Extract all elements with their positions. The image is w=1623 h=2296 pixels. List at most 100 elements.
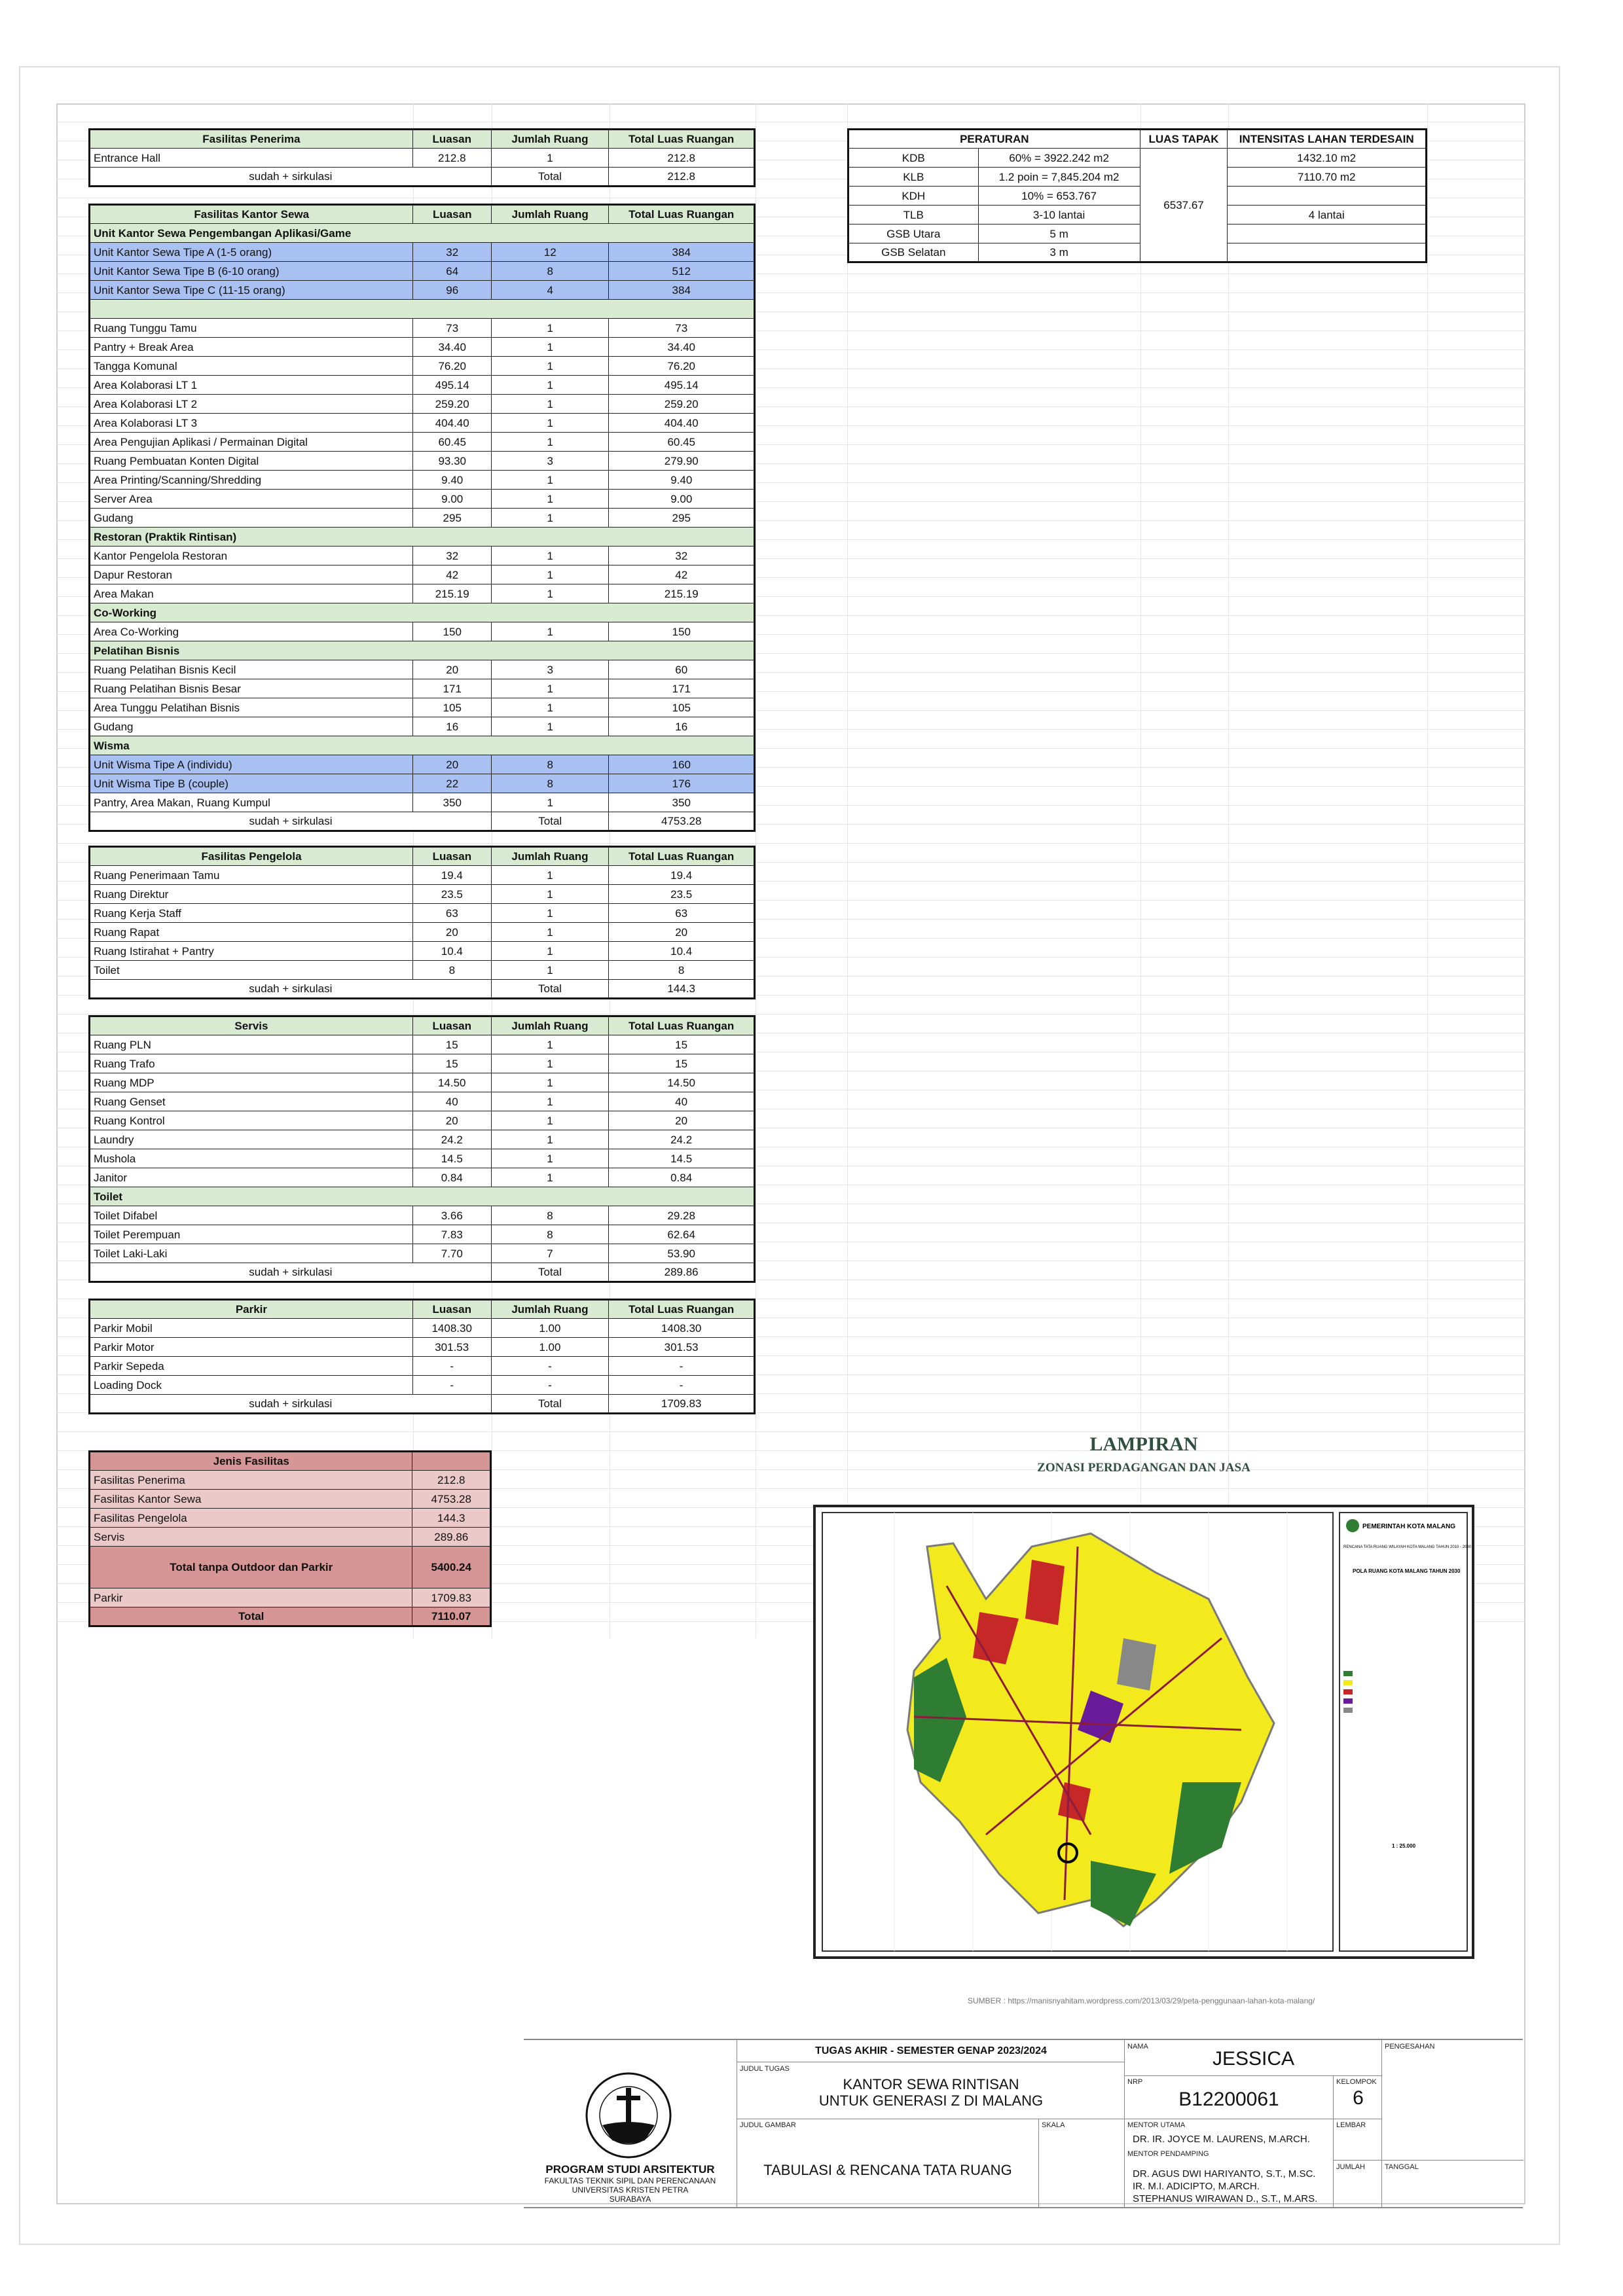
table-row: Ruang PLN15115 (90, 1035, 755, 1054)
room-name: Entrance Hall (90, 149, 413, 168)
regulation-header: PERATURANLUAS TAPAKINTENSITAS LAHAN TERD… (848, 130, 1427, 149)
value-cell: 23.5 (609, 885, 755, 904)
value-cell: 1 (491, 923, 609, 942)
room-name: Area Kolaborasi LT 3 (90, 414, 413, 433)
regulation-name: GSB Selatan (848, 243, 979, 262)
table-row: Loading Dock--- (90, 1376, 755, 1395)
value-cell: 73 (413, 319, 492, 338)
lembar-label: LEMBAR (1336, 2121, 1366, 2129)
value-cell: 8 (491, 1206, 609, 1225)
value-cell: 512 (609, 262, 755, 281)
value-cell: 295 (413, 509, 492, 528)
table-row: Ruang Pelatihan Bisnis Besar1711171 (90, 679, 755, 698)
room-name: Ruang Tunggu Tamu (90, 319, 413, 338)
value-cell: 3.66 (412, 1206, 491, 1225)
regulation-value: 60% = 3922.242 m2 (978, 149, 1140, 168)
value-cell: 24.2 (609, 1130, 755, 1149)
value-cell: 1.00 (491, 1319, 609, 1338)
section-label: Restoran (Praktik Rintisan) (90, 528, 755, 547)
map-org: PEMERINTAH KOTA MALANG (1362, 1523, 1455, 1530)
zoning-map: PEMERINTAH KOTA MALANG RENCANA TATA RUAN… (813, 1505, 1474, 1959)
section-row: Unit Kantor Sewa Pengembangan Aplikasi/G… (90, 224, 755, 243)
total-row: sudah + sirkulasiTotal212.8 (90, 168, 755, 187)
facility-type: Total tanpa Outdoor dan Parkir (90, 1547, 412, 1588)
value-cell: 63 (413, 904, 492, 923)
total-row: sudah + sirkulasiTotal144.3 (90, 980, 755, 999)
room-name: Area Kolaborasi LT 2 (90, 395, 413, 414)
value-cell: - (412, 1357, 491, 1376)
value-cell: 15 (609, 1035, 755, 1054)
column-header: Total Luas Ruangan (609, 205, 755, 224)
facility-type: Jenis Fasilitas (90, 1452, 412, 1471)
value-cell: 105 (609, 698, 755, 717)
room-name: Ruang Direktur (90, 885, 413, 904)
university-logo (583, 2070, 674, 2161)
column-header: Luasan (412, 130, 491, 149)
value-cell: 42 (609, 565, 755, 584)
judul-tugas-label: JUDUL TUGAS (740, 2065, 790, 2073)
value-cell: 76.20 (413, 357, 492, 376)
column-header: Fasilitas Penerima (90, 130, 413, 149)
value-cell: 20 (412, 1111, 491, 1130)
table-row: Mushola14.5114.5 (90, 1149, 755, 1168)
facility-area: 4753.28 (412, 1490, 491, 1509)
summary-row: Fasilitas Kantor Sewa4753.28 (90, 1490, 491, 1509)
table-row: Ruang Rapat20120 (90, 923, 755, 942)
designed-intensity (1228, 224, 1427, 243)
value-cell: 29.28 (609, 1206, 755, 1225)
project-cell: TUGAS AKHIR - SEMESTER GENAP 2023/2024 J… (737, 2040, 1124, 2207)
grid-col (847, 103, 848, 1638)
room-name: Unit Kantor Sewa Tipe C (11-15 orang) (90, 281, 413, 300)
room-name: Toilet Perempuan (90, 1225, 413, 1244)
table-header-row: Fasilitas PenerimaLuasanJumlah RuangTota… (90, 130, 755, 149)
regulation-name: KLB (848, 168, 979, 187)
table-row: Ruang Trafo15115 (90, 1054, 755, 1073)
student-cell: NAMA JESSICA NRP B12200061 KELOMPOK 6 ME… (1124, 2040, 1381, 2207)
group-number: 6 (1334, 2087, 1383, 2109)
designed-intensity: 7110.70 m2 (1228, 168, 1427, 187)
table-header-row: ParkirLuasanJumlah RuangTotal Luas Ruang… (90, 1300, 755, 1319)
value-cell: 14.50 (412, 1073, 491, 1092)
value-cell: 8 (491, 262, 608, 281)
grid-col (1140, 103, 1141, 1638)
room-name: Area Tunggu Pelatihan Bisnis (90, 698, 413, 717)
kantor-table: Fasilitas Kantor SewaLuasanJumlah RuangT… (88, 204, 756, 832)
section-row: Pelatihan Bisnis (90, 641, 755, 660)
city-name: SURABAYA (524, 2195, 737, 2204)
value-cell: 20 (413, 755, 492, 774)
value-cell: 63 (609, 904, 755, 923)
room-name: Parkir Mobil (90, 1319, 413, 1338)
value-cell: 1 (491, 395, 608, 414)
total-label: Total (491, 168, 609, 187)
facility-area: 7110.07 (412, 1607, 491, 1626)
value-cell: 160 (609, 755, 755, 774)
room-name: Ruang PLN (90, 1035, 413, 1054)
value-cell: 19.4 (413, 866, 492, 885)
value-cell: 15 (609, 1054, 755, 1073)
summary-row: Fasilitas Pengelola144.3 (90, 1509, 491, 1528)
value-cell: 14.50 (609, 1073, 755, 1092)
column-header: Total Luas Ruangan (609, 130, 755, 149)
column-header: Total Luas Ruangan (609, 1300, 755, 1319)
value-cell: 20 (413, 660, 492, 679)
summary-row: Fasilitas Penerima212.8 (90, 1471, 491, 1490)
value-cell: 9.40 (413, 471, 492, 490)
value-cell: 1 (491, 1130, 609, 1149)
parkir-table: ParkirLuasanJumlah RuangTotal Luas Ruang… (88, 1299, 756, 1414)
value-cell: 495.14 (609, 376, 755, 395)
value-cell: 1 (491, 565, 608, 584)
regulation-value: 10% = 653.767 (978, 187, 1140, 206)
map-plan: RENCANA TATA RUANG WILAYAH KOTA MALANG T… (1343, 1545, 1472, 1549)
table-row: Parkir Motor301.531.00301.53 (90, 1338, 755, 1357)
column-header: Jumlah Ruang (491, 1300, 609, 1319)
value-cell: 495.14 (413, 376, 492, 395)
value-cell: 9.40 (609, 471, 755, 490)
value-cell: 76.20 (609, 357, 755, 376)
value-cell: 24.2 (412, 1130, 491, 1149)
skala-label: SKALA (1042, 2121, 1065, 2129)
subtotal-label: sudah + sirkulasi (90, 1263, 492, 1282)
value-cell: 1 (491, 1073, 609, 1092)
table-row: Ruang MDP14.50114.50 (90, 1073, 755, 1092)
value-cell: 8 (413, 961, 492, 980)
room-name: Toilet Difabel (90, 1206, 413, 1225)
